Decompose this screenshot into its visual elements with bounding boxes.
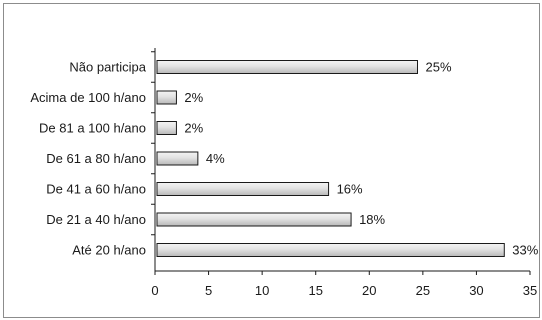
x-tick-label: 5 <box>205 283 212 298</box>
bar <box>156 243 505 257</box>
category-label: Não participa <box>69 60 146 75</box>
x-tick-label: 35 <box>523 283 537 298</box>
data-label: 25% <box>426 60 452 75</box>
x-tick-label: 10 <box>255 283 269 298</box>
category-label: De 61 a 80 h/ano <box>46 151 146 166</box>
x-tick-label: 15 <box>308 283 322 298</box>
category-label: Acima de 100 h/ano <box>30 90 146 105</box>
data-label: 16% <box>337 182 363 197</box>
bar <box>156 121 177 135</box>
x-tick-label: 30 <box>469 283 483 298</box>
x-tick-label: 0 <box>151 283 158 298</box>
data-label: 4% <box>206 151 225 166</box>
category-label: Até 20 h/ano <box>72 243 146 258</box>
bar <box>156 90 177 105</box>
category-label: De 41 a 60 h/ano <box>46 182 146 197</box>
data-label: 18% <box>359 212 385 227</box>
bar <box>156 151 199 166</box>
x-tick-label: 20 <box>362 283 376 298</box>
chart-frame <box>3 3 540 318</box>
data-label: 2% <box>184 121 203 136</box>
bar <box>156 60 418 74</box>
bar <box>156 212 352 227</box>
x-tick-label: 25 <box>416 283 430 298</box>
data-label: 33% <box>512 243 538 258</box>
category-label: De 21 a 40 h/ano <box>46 212 146 227</box>
data-label: 2% <box>184 90 203 105</box>
bar <box>156 182 330 196</box>
category-label: De 81 a 100 h/ano <box>39 121 146 136</box>
